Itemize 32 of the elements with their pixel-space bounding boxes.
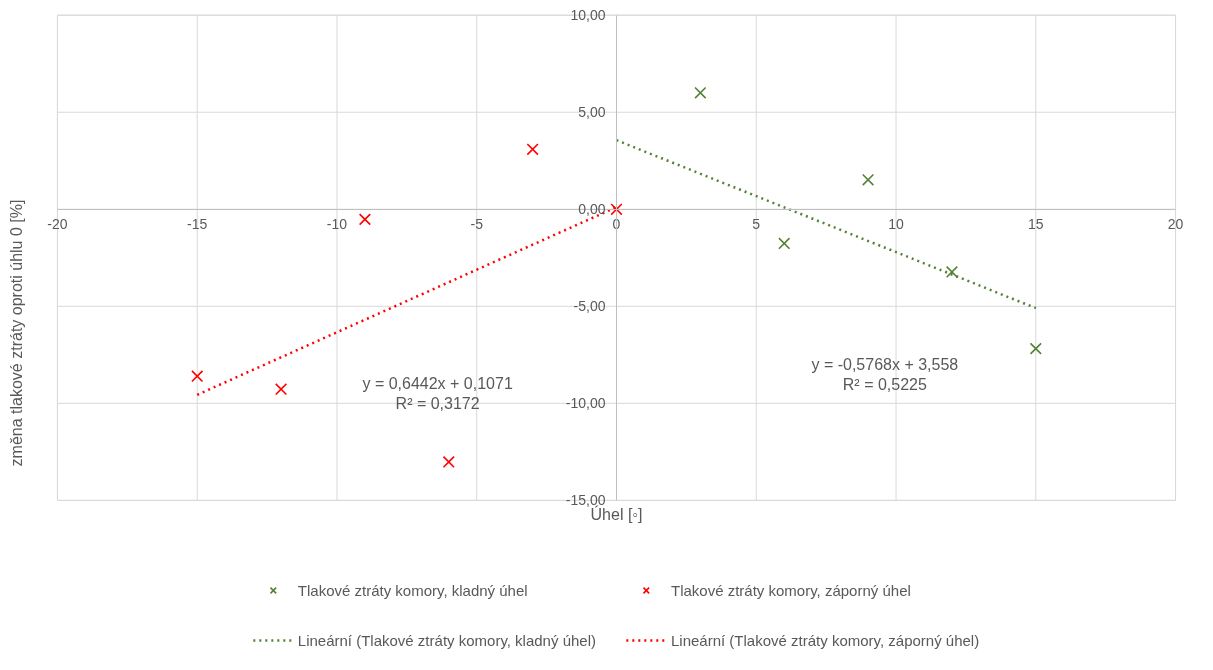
legend-label: Tlakové ztráty komory, kladný úhel [297, 581, 528, 599]
x-tick-label: -20 [47, 216, 68, 233]
x-tick-label: -5 [470, 216, 484, 233]
y-tick-label: 10,00 [570, 7, 606, 24]
legend-label: Tlakové ztráty komory, záporný úhel [671, 581, 911, 599]
x-tick-label: -15 [187, 216, 208, 233]
point [526, 143, 539, 156]
x-tick-label: -10 [326, 216, 348, 233]
point [778, 237, 791, 250]
point [610, 203, 623, 216]
point [694, 86, 707, 99]
point [442, 455, 455, 469]
legend-label: Lineární (Tlakové ztráty komory, záporný úhel) [671, 631, 980, 649]
annotation: y = 0,6442x + 0,1071 R² = 0,3172 [362, 374, 513, 413]
y-axis-title: změna tlakové ztráty oproti úhlu 0 [%] [7, 199, 25, 467]
y-tick-label: 0,00 [578, 201, 606, 218]
y-tick-label: 5,00 [578, 104, 606, 121]
point [358, 213, 372, 226]
point [945, 265, 959, 279]
point [861, 173, 875, 186]
x-tick-label: 15 [1028, 216, 1044, 233]
point [274, 383, 288, 396]
x-axis-title: Úhel [◦] [590, 505, 643, 524]
x-tick-label: 5 [752, 216, 761, 233]
x-tick-label: 20 [1167, 216, 1184, 233]
point [191, 370, 204, 383]
x-tick-label: 10 [888, 216, 905, 233]
legend-label: Lineární (Tlakové ztráty komory, kladný úhel) [297, 631, 596, 649]
y-tick-label: -5,00 [573, 298, 606, 315]
point [1029, 342, 1042, 355]
annotation: y = -0,5768x + 3,558 R² = 0,5225 [811, 355, 959, 393]
y-tick-label: -10,00 [565, 395, 606, 412]
